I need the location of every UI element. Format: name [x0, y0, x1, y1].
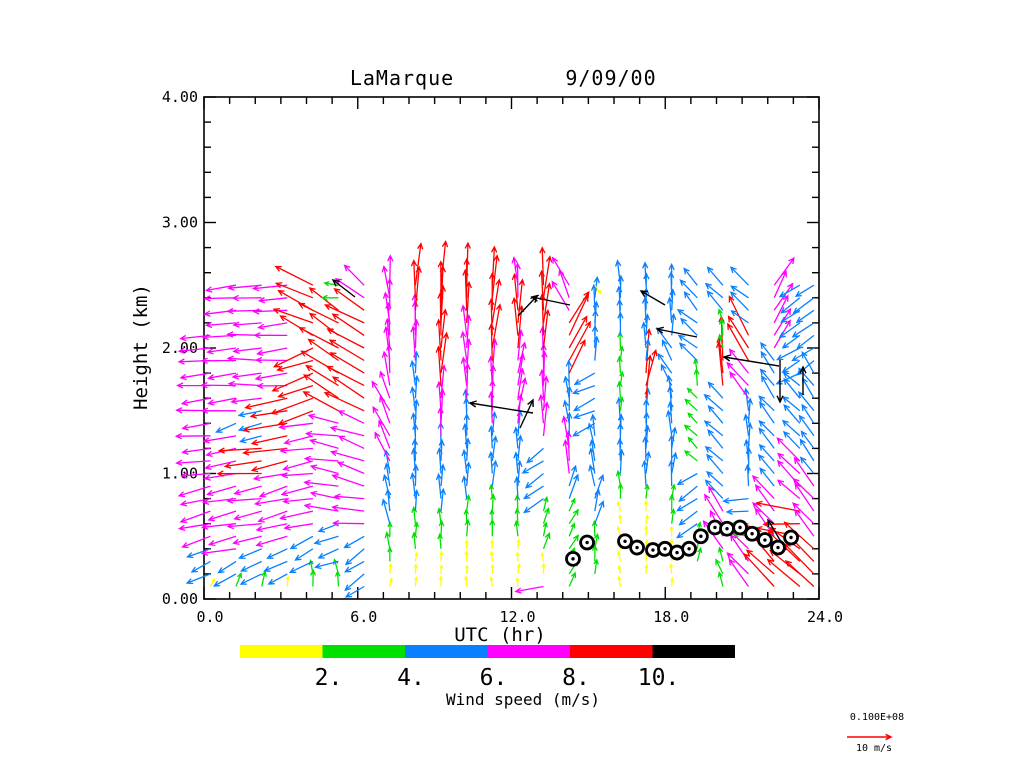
colorbar-label: 4.: [397, 665, 425, 691]
wind-column: [511, 256, 528, 587]
marker-circled-dot: [579, 534, 595, 551]
marker-circled-dot: [692, 528, 709, 545]
y-tick-label: 1.00: [162, 465, 198, 483]
colorbar-label: 6.: [480, 665, 508, 691]
colorbar-segment: [652, 645, 735, 658]
wind-column: [571, 275, 605, 574]
x-axis-label: UTC (hr): [454, 624, 546, 646]
wind-column: [371, 254, 394, 587]
colorbar-segment: [570, 645, 653, 658]
plot-title: LaMarque: [349, 66, 455, 90]
extreme-wind-vectors: [331, 279, 807, 551]
wind-column: [435, 240, 450, 587]
colorbar-label: 8.: [562, 665, 590, 691]
wind-column: [323, 264, 365, 598]
marker-circled-dot: [757, 532, 773, 548]
wind-column: [755, 284, 801, 587]
y-tick-label: 2.00: [162, 339, 198, 357]
marker-circled-dot: [770, 539, 786, 556]
wind-column: [676, 267, 703, 562]
y-tick-label: 3.00: [162, 214, 198, 232]
y-tick-label: 0.00: [162, 590, 198, 608]
wind-column: [614, 259, 625, 587]
colorbar-segment: [322, 645, 405, 658]
reference-arrow: [847, 733, 893, 741]
wind-column: [174, 334, 215, 587]
wind-column: [487, 245, 503, 587]
x-tick-label: 12.0: [499, 608, 535, 626]
wind-column: [640, 261, 658, 574]
marker-circled-dot: [565, 550, 581, 567]
marker-circled-dot: [657, 540, 673, 557]
marker-circled-dot: [617, 533, 633, 550]
wind-column: [242, 284, 291, 587]
wind-vectors: [174, 240, 815, 598]
wind-column: [722, 266, 754, 587]
wind-column: [514, 246, 553, 594]
y-tick-label: 4.00: [162, 88, 198, 106]
x-tick-label: 0.0: [196, 608, 223, 626]
wind-column: [460, 241, 473, 587]
plot-date: 9/09/00: [565, 66, 657, 90]
x-tick-label: 18.0: [653, 608, 689, 626]
marker-circled-dot: [783, 529, 799, 546]
wind-column: [656, 262, 678, 587]
colorbar-title: Wind speed (m/s): [445, 690, 601, 709]
marker-circled-dot: [681, 540, 697, 557]
x-tick-label: 24.0: [807, 608, 843, 626]
wind-column: [270, 265, 317, 587]
marker-circled-dot: [629, 539, 645, 556]
wind-column: [702, 266, 726, 587]
colorbar: 2. 4. 6. 8. 10.: [240, 645, 735, 691]
marker-circles: [565, 519, 799, 567]
colorbar-segment: [240, 645, 323, 658]
wind-column: [216, 284, 267, 587]
tick-labels: 0.00 1.00 2.00 3.00 4.00 0.0 6.0 12.0 18.0 24.0: [162, 88, 843, 626]
colorbar-label: 10.: [638, 665, 680, 691]
colorbar-segment: [405, 645, 488, 658]
marker-circled-dot: [719, 520, 735, 537]
reference-arrow-label: 10 m/s: [855, 743, 893, 754]
x-tick-label: 6.0: [350, 608, 377, 626]
wind-column: [297, 280, 341, 587]
colorbar-label: 2.: [315, 665, 343, 691]
marker-circled-dot: [732, 519, 748, 536]
colorbar-segment: [487, 645, 570, 658]
marker-circled-dot: [744, 525, 761, 542]
marker-circled-dot: [645, 542, 661, 558]
wind-column: [409, 242, 424, 587]
reference-magnitude-label: 0.100E+08: [849, 712, 905, 723]
